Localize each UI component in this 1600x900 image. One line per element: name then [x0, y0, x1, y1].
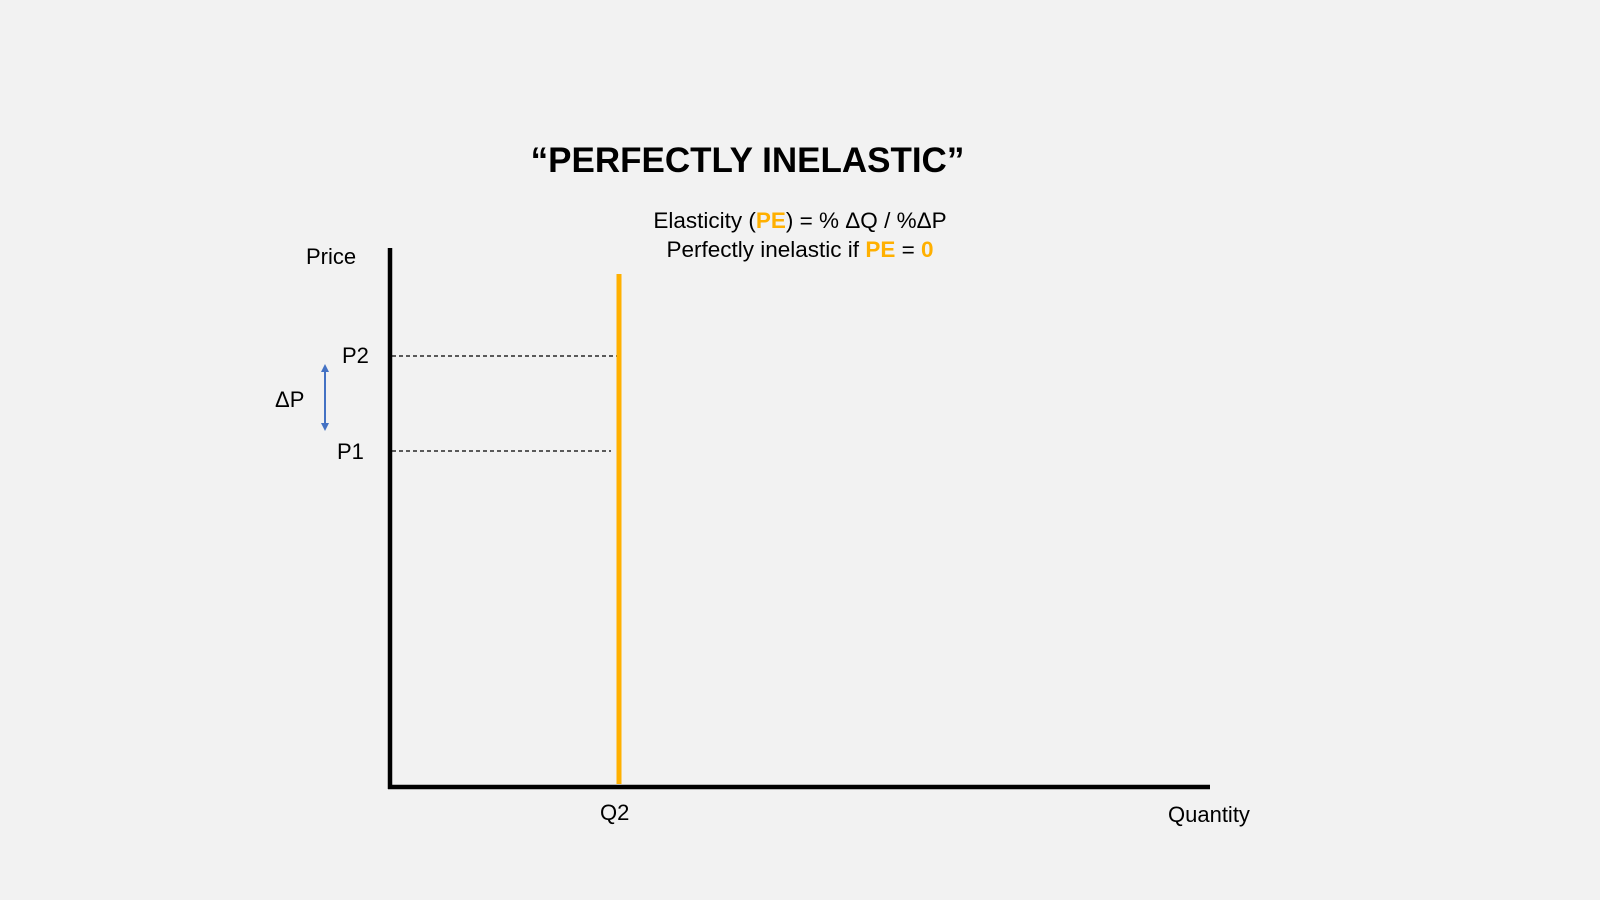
condition-text-prefix: Perfectly inelastic if: [666, 237, 866, 262]
p2-label: P2: [342, 343, 369, 368]
formula-text-suffix: ) = % ΔQ / %ΔP: [785, 208, 947, 233]
zero-highlight: 0: [920, 237, 934, 262]
p1-label: P1: [337, 439, 364, 464]
x-axis-label: Quantity: [1168, 802, 1250, 827]
slide-title: “PERFECTLY INELASTIC”: [530, 141, 965, 180]
condition-equals: =: [895, 237, 921, 262]
inelastic-condition: Perfectly inelastic if PE = 0: [0, 237, 1600, 263]
q2-label: Q2: [600, 800, 630, 825]
y-axis-label: Price: [306, 244, 357, 269]
elasticity-formula: Elasticity (PE) = % ΔQ / %ΔP: [0, 208, 1600, 234]
pe-highlight: PE: [755, 208, 786, 233]
delta-p-label: ΔP: [275, 387, 305, 412]
pe-highlight: PE: [865, 237, 896, 262]
formula-text-prefix: Elasticity (: [653, 208, 756, 233]
